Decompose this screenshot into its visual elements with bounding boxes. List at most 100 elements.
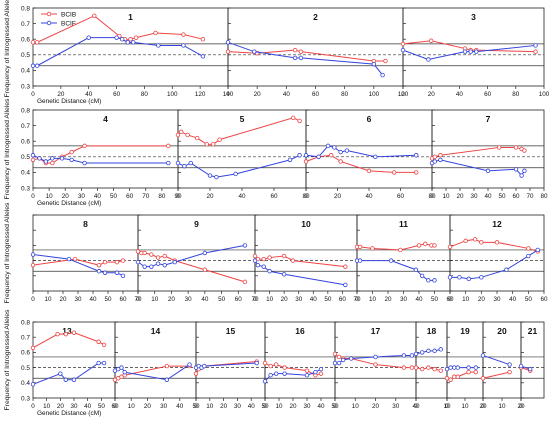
data-point-bcib [357, 244, 363, 250]
data-point-bcib [455, 374, 460, 379]
x-tick-label: 20 [59, 296, 67, 303]
series-line-bcib [482, 371, 510, 379]
data-point-bcib [429, 38, 434, 43]
x-tick-label: 60 [119, 296, 127, 303]
data-point-bcif [466, 276, 471, 282]
data-point-bcib [178, 129, 184, 135]
panel-4: 0.30.40.50.60.70.80 10 20 30 40 50 60 70 80 90Gen… [21, 107, 182, 207]
data-point-bcib [217, 137, 222, 142]
x-tick-label: 30 [392, 403, 400, 410]
data-point-bcif [426, 278, 431, 283]
series-line-bcib [137, 251, 246, 283]
y-axis-titles: Frequency of Introgressed AllelesFrequen… [4, 0, 11, 410]
panel-16: 0 10 20 30 40 50 16 [262, 321, 339, 410]
series-line-bcib [32, 145, 169, 164]
data-point-bcib [414, 170, 419, 175]
legend-item-bcib: BCIB [41, 11, 76, 18]
panel-15: 0 10 20 30 40 50 15 [193, 321, 269, 410]
x-tick-label: 20 [384, 296, 392, 303]
data-point-bcif [287, 157, 293, 163]
data-point-bcif [172, 259, 177, 265]
data-point-bcib [193, 371, 199, 376]
data-point-bcib [479, 240, 484, 245]
x-tick-label: 40 [201, 296, 209, 303]
data-point-bcib [473, 369, 478, 375]
data-point-bcif [432, 278, 437, 283]
data-point-bcif [86, 35, 91, 40]
y-tick-label: 0.3 [21, 83, 30, 90]
data-point-bcib [204, 142, 209, 147]
legend-item-bcif: BCIF [41, 20, 76, 27]
data-point-bcib [400, 41, 406, 47]
data-point-bcif [142, 264, 147, 269]
data-point-bcif [522, 168, 527, 174]
data-point-bcif [166, 160, 171, 166]
data-point-bcif [30, 63, 36, 68]
data-point-bcif [202, 250, 208, 256]
x-tick-label: 60 [312, 91, 320, 98]
panel-title: 8 [83, 219, 88, 229]
x-tick-label: 70 [251, 296, 259, 303]
data-point-bcif [332, 360, 338, 366]
panel-title: 13 [62, 326, 72, 336]
data-point-bcib [472, 237, 478, 242]
data-point-bcif [96, 360, 101, 366]
data-point-bcif [114, 270, 120, 275]
panel-title: 19 [460, 326, 470, 336]
x-tick-label: 50 [104, 296, 112, 303]
x-tick-label: 30 [70, 403, 78, 410]
data-point-bcib [162, 253, 167, 259]
x-tick-label: 30 [234, 403, 242, 410]
data-point-bcif [200, 54, 206, 59]
data-point-bcib [466, 369, 471, 375]
x-tick-label: 0 [194, 403, 198, 410]
data-point-bcif [119, 365, 124, 370]
series-line-bcif [305, 145, 417, 158]
data-point-bcib [370, 246, 375, 251]
data-point-bcib [267, 255, 272, 260]
data-point-bcif [455, 365, 460, 370]
y-tick-label: 0.6 [21, 139, 30, 146]
panel-title: 17 [371, 326, 381, 336]
data-point-bcib [409, 365, 415, 370]
data-point-bcif [187, 362, 192, 367]
data-point-bcif [528, 366, 533, 372]
data-point-bcif [479, 275, 484, 280]
data-point-bcif [432, 159, 437, 164]
x-tick-label: 40 [365, 193, 373, 200]
x-tick-label: 60 [235, 296, 243, 303]
x-tick-label: 10 [44, 296, 52, 303]
panel-title: 12 [492, 219, 502, 229]
data-point-bcib [166, 143, 171, 149]
x-tick-label: 20 [57, 91, 65, 98]
data-point-bcif [156, 43, 161, 48]
x-tick-label: 20 [289, 403, 297, 410]
data-point-bcif [164, 377, 170, 382]
x-tick-label: 20 [57, 403, 65, 410]
data-point-bcif [292, 55, 298, 61]
data-point-bcib [416, 243, 422, 248]
x-tick-label: 80 [302, 193, 310, 200]
x-tick-label: 40 [283, 91, 291, 98]
data-point-bcif [438, 347, 443, 352]
data-point-bcib [281, 253, 287, 259]
x-tick-label: 30 [400, 296, 408, 303]
x-tick-label: 50 [98, 403, 106, 410]
data-point-bcif [252, 258, 258, 263]
data-point-bcib [447, 244, 453, 250]
data-point-bcif [155, 261, 161, 266]
x-tick-label: 50 [324, 296, 332, 303]
data-point-bcif [535, 247, 540, 253]
data-point-bcib [30, 345, 36, 351]
series-line-bcif [264, 368, 322, 382]
data-point-bcib [210, 142, 216, 147]
data-point-bcif [274, 371, 279, 376]
x-tick-label: 30 [185, 296, 193, 303]
data-point-bcib [448, 377, 453, 382]
x-tick-label: 0 [31, 296, 35, 303]
data-point-bcif [388, 258, 394, 263]
x-tick-label: 40 [317, 403, 325, 410]
data-point-bcif [371, 61, 377, 67]
y-tick-label: 0.5 [21, 52, 30, 59]
data-point-bcib [290, 258, 296, 263]
